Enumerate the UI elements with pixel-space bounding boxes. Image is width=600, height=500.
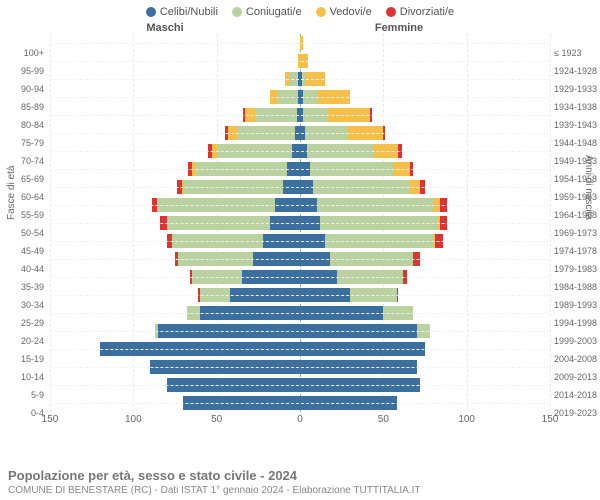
pyramid-row xyxy=(50,160,550,178)
footer: Popolazione per età, sesso e stato civil… xyxy=(8,468,592,496)
age-label: 100+ xyxy=(0,44,48,62)
pyramid-row xyxy=(50,322,550,340)
legend-label: Celibi/Nubili xyxy=(160,6,218,18)
header-female: Femmine xyxy=(284,22,514,34)
x-tick: 150 xyxy=(42,414,59,425)
x-tick: 0 xyxy=(297,414,303,425)
age-label: 35-39 xyxy=(0,278,48,296)
age-label: 75-79 xyxy=(0,134,48,152)
legend-item: Vedovi/e xyxy=(316,6,372,18)
birth-label: 2004-2008 xyxy=(550,350,600,368)
header-male: Maschi xyxy=(50,22,280,34)
birth-label: ≤ 1923 xyxy=(550,44,600,62)
pyramid-row xyxy=(50,214,550,232)
age-label: 90-94 xyxy=(0,80,48,98)
pyramid-row xyxy=(50,52,550,70)
birth-label: 1944-1948 xyxy=(550,134,600,152)
pyramid-row xyxy=(50,196,550,214)
birth-label: 2009-2013 xyxy=(550,368,600,386)
pyramid-row xyxy=(50,142,550,160)
chart: Maschi Femmine 100+95-9990-9485-8980-847… xyxy=(0,20,600,428)
legend: Celibi/Nubili Coniugati/e Vedovi/e Divorzia… xyxy=(0,0,600,20)
y-axis-label-right: Anni di nascita xyxy=(583,155,594,220)
legend-item: Coniugati/e xyxy=(232,6,302,18)
age-labels: 100+95-9990-9485-8980-8475-7970-7465-696… xyxy=(0,44,48,422)
pyramid-row xyxy=(50,394,550,412)
pyramid-row xyxy=(50,70,550,88)
chart-title: Popolazione per età, sesso e stato civil… xyxy=(8,468,592,483)
legend-label: Divorziati/e xyxy=(400,6,454,18)
pyramid-row xyxy=(50,34,550,52)
age-label: 50-54 xyxy=(0,224,48,242)
x-axis: 15010050050100150 xyxy=(50,414,550,428)
chart-area xyxy=(50,34,550,412)
legend-swatch xyxy=(386,7,396,17)
legend-swatch xyxy=(316,7,326,17)
x-tick: 100 xyxy=(125,414,142,425)
legend-item: Divorziati/e xyxy=(386,6,454,18)
birth-label: 1984-1988 xyxy=(550,278,600,296)
x-tick: 100 xyxy=(458,414,475,425)
birth-year-labels: ≤ 19231924-19281929-19331934-19381939-19… xyxy=(550,44,600,422)
legend-item: Celibi/Nubili xyxy=(146,6,218,18)
y-axis-label-left: Fasce di età xyxy=(6,166,17,220)
age-label: 5-9 xyxy=(0,386,48,404)
birth-label: 1939-1943 xyxy=(550,116,600,134)
legend-swatch xyxy=(232,7,242,17)
pyramid-row xyxy=(50,286,550,304)
legend-swatch xyxy=(146,7,156,17)
birth-label: 2014-2018 xyxy=(550,386,600,404)
age-label: 30-34 xyxy=(0,296,48,314)
legend-label: Coniugati/e xyxy=(246,6,302,18)
birth-label: 1989-1993 xyxy=(550,296,600,314)
age-label: 80-84 xyxy=(0,116,48,134)
x-tick: 50 xyxy=(378,414,389,425)
pyramid-row xyxy=(50,304,550,322)
birth-label: 1929-1933 xyxy=(550,80,600,98)
birth-label: 1994-1998 xyxy=(550,314,600,332)
birth-label: 1924-1928 xyxy=(550,62,600,80)
pyramid-row xyxy=(50,250,550,268)
pyramid-row xyxy=(50,124,550,142)
birth-label: 1934-1938 xyxy=(550,98,600,116)
age-label: 45-49 xyxy=(0,242,48,260)
x-tick: 50 xyxy=(211,414,222,425)
age-label: 25-29 xyxy=(0,314,48,332)
age-label: 10-14 xyxy=(0,368,48,386)
pyramid-row xyxy=(50,88,550,106)
x-tick: 150 xyxy=(542,414,559,425)
gridline xyxy=(550,34,551,412)
pyramid-row xyxy=(50,358,550,376)
legend-label: Vedovi/e xyxy=(330,6,372,18)
birth-label: 1969-1973 xyxy=(550,224,600,242)
age-label: 40-44 xyxy=(0,260,48,278)
pyramid-rows xyxy=(50,34,550,412)
age-label: 15-19 xyxy=(0,350,48,368)
pyramid-row xyxy=(50,106,550,124)
gender-headers: Maschi Femmine xyxy=(0,22,600,34)
pyramid-row xyxy=(50,232,550,250)
birth-label: 1979-1983 xyxy=(550,260,600,278)
pyramid-row xyxy=(50,178,550,196)
pyramid-row xyxy=(50,376,550,394)
pyramid-row xyxy=(50,340,550,358)
birth-label: 1974-1978 xyxy=(550,242,600,260)
chart-subtitle: COMUNE DI BENESTARE (RC) - Dati ISTAT 1°… xyxy=(8,485,592,496)
age-label: 20-24 xyxy=(0,332,48,350)
age-label: 85-89 xyxy=(0,98,48,116)
birth-label: 1999-2003 xyxy=(550,332,600,350)
pyramid-row xyxy=(50,268,550,286)
age-label: 95-99 xyxy=(0,62,48,80)
